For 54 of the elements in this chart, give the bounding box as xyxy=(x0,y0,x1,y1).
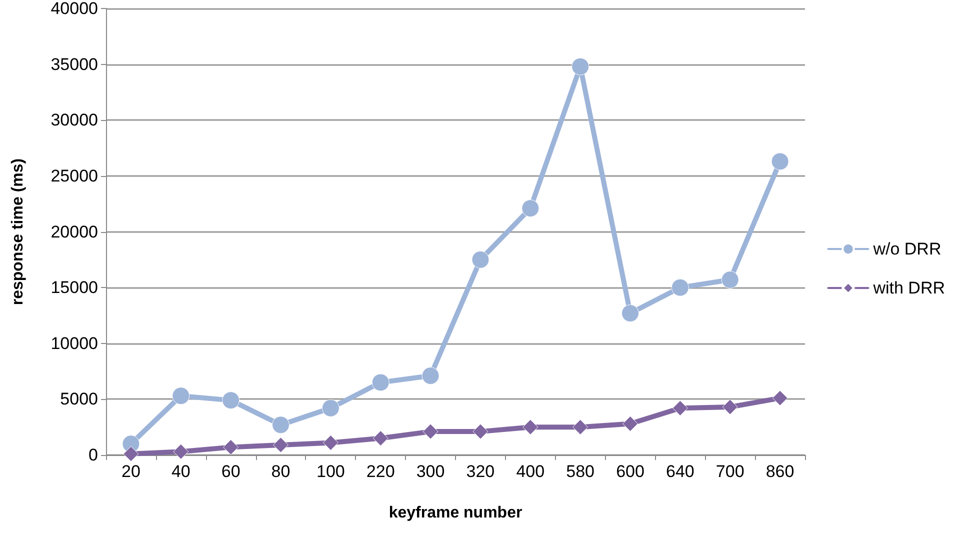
point xyxy=(572,58,590,76)
y-tick-label: 35000 xyxy=(50,54,98,74)
point xyxy=(172,387,190,405)
x-tick-label: 60 xyxy=(221,462,240,481)
y-tick-label: 30000 xyxy=(50,110,98,130)
legend-label: with DRR xyxy=(872,278,946,298)
x-tick-label: 600 xyxy=(616,462,644,481)
point xyxy=(422,424,438,440)
point xyxy=(123,446,139,462)
point xyxy=(672,400,688,416)
point xyxy=(472,424,488,440)
x-tick-label: 400 xyxy=(516,462,545,481)
x-tick-label: 300 xyxy=(416,462,445,481)
point xyxy=(222,392,240,410)
x-tick-label: 100 xyxy=(316,462,345,481)
point xyxy=(272,416,290,434)
point xyxy=(173,444,189,460)
point xyxy=(223,439,239,455)
point xyxy=(522,200,540,218)
point xyxy=(721,271,739,288)
x-tick-label: 80 xyxy=(271,462,290,481)
point xyxy=(322,434,338,450)
point xyxy=(422,367,440,384)
x-tick-label: 320 xyxy=(466,462,495,481)
y-axis-title: response time (ms) xyxy=(10,158,26,306)
y-tick-label: 25000 xyxy=(50,166,98,186)
point xyxy=(522,419,538,435)
point xyxy=(771,152,789,170)
x-axis-title: keyframe number xyxy=(388,504,522,522)
point xyxy=(622,304,639,322)
point xyxy=(322,399,340,417)
y-tick-label: 10000 xyxy=(50,334,98,353)
x-tick-label: 640 xyxy=(666,462,694,481)
y-tick-label: 40000 xyxy=(50,0,98,18)
point xyxy=(372,374,390,392)
y-tick-label: 15000 xyxy=(50,278,98,298)
y-tick-label: 20000 xyxy=(50,222,98,242)
point xyxy=(772,390,788,406)
x-tick-label: 860 xyxy=(766,462,794,481)
x-tick-label: 700 xyxy=(716,462,744,481)
point xyxy=(273,437,288,453)
y-tick-label: 0 xyxy=(88,446,98,464)
x-tick-label: 20 xyxy=(122,462,140,481)
x-tick-label: 220 xyxy=(366,462,395,481)
point xyxy=(622,416,638,432)
point xyxy=(671,278,689,296)
x-tick-label: 580 xyxy=(566,462,595,481)
y-tick-label: 5000 xyxy=(60,390,98,409)
point xyxy=(572,419,588,435)
point xyxy=(472,250,490,268)
legend-label: w/o DRR xyxy=(872,240,942,258)
point xyxy=(722,399,738,415)
point xyxy=(372,430,388,446)
x-tick-label: 40 xyxy=(171,462,190,481)
